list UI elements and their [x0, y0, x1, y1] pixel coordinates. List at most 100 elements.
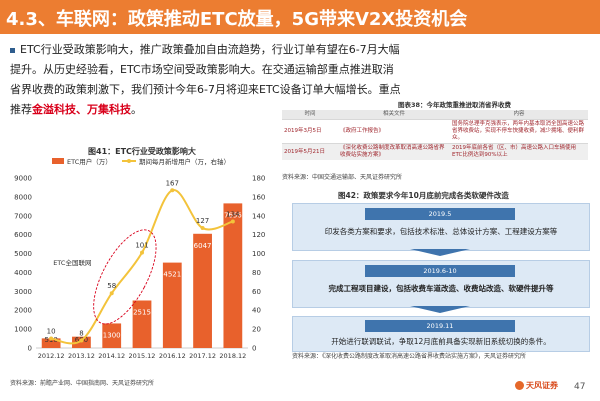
line-point [79, 338, 84, 343]
highlight-ellipse [93, 229, 157, 325]
line-value-label: 134 [226, 210, 240, 218]
y-right-tick-label: 60 [252, 288, 261, 296]
paragraph-end: 。 [131, 103, 142, 116]
logo-text: 天风证券 [526, 381, 558, 390]
y-left-tick-label: 7000 [14, 212, 32, 220]
line-value-label: 8 [79, 329, 83, 337]
x-tick-label: 2016.12 [159, 352, 186, 360]
y-left-tick-label: 1000 [14, 326, 32, 334]
title-bar: 4.3、车联网：政策推动ETC放量，5G带来V2X投资机会 [0, 0, 600, 34]
line-point [170, 188, 175, 193]
flow-step-2: 2019.6-10 完成工程项目建设，包括收费车道改造、收费站改造、软硬件提升等 [292, 260, 590, 308]
table-header-date: 时间 [282, 110, 338, 120]
flow-step-2-text: 完成工程项目建设，包括收费车道改造、收费站改造、软硬件提升等 [328, 284, 554, 293]
table-cell-date: 2019年5月21日 [282, 143, 338, 160]
y-left-tick-label: 5000 [14, 250, 32, 258]
flow-step-3-date: 2019.11 [365, 320, 515, 332]
x-tick-label: 2013.12 [68, 352, 95, 360]
bar-value-label: 1300 [103, 331, 121, 339]
policy-table: 时间 相关文件 内容 2019年3月5日 《政府工作报告》 国务院总理李克强表示… [282, 110, 588, 160]
table-header-doc: 相关文件 [338, 110, 450, 120]
company-logo: 天风证券 [515, 380, 558, 391]
x-tick-label: 2015.12 [129, 352, 156, 360]
legend-bar-label: ETC用户（万） [67, 157, 112, 166]
flow-step-3: 2019.11 开始进行联调联试，争取12月底前具备实现新旧系统切换的条件。 [292, 316, 590, 352]
paragraph-highlight: 金溢科技、万集科技 [32, 103, 131, 116]
table-header-content: 内容 [450, 110, 588, 120]
flow-title: 图42：政策要求今年10月底前完成各类软硬件改造 [338, 191, 509, 200]
line-point [230, 219, 235, 224]
bullet-icon [10, 47, 15, 53]
bar-value-label: 7656 [224, 211, 242, 219]
legend-line-label: 期间每月新增用户（万，右轴） [139, 157, 230, 166]
table-cell-doc: 《深化收费公路制度改革取消高速公路省界收费站实施方案》 [338, 143, 450, 160]
table-cell-content: 2019年底前各省（区、市）高速公路入口车辆使用ETC比例达到90%以上 [450, 143, 588, 160]
table-header-row: 时间 相关文件 内容 [282, 110, 588, 120]
line-value-label: 167 [166, 179, 179, 187]
annotation-label: ETC全国联网 [53, 258, 91, 267]
table-source: 资料来源：中国交通运输部、天风证券研究所 [282, 174, 403, 181]
y-right-tick-label: 0 [252, 345, 256, 353]
chart-title: 图41：ETC行业受政策影响大 [88, 147, 196, 156]
table-title: 图表38：今年政策重推进取消省界收费 [398, 101, 512, 109]
table-cell-doc: 《政府工作报告》 [338, 119, 450, 144]
flow-arrow-icon [410, 306, 470, 313]
table-cell-content: 国务院总理李克强表示，两年内基本取消全国高速公路省界收费站，实现不停车快捷收费，… [450, 119, 588, 144]
bar [102, 323, 122, 348]
paragraph-text: ETC行业受政策影响大，推广政策叠加自由流趋势，行业订单有望在6-7月大幅提升。… [10, 43, 401, 116]
y-right-tick-label: 100 [252, 250, 265, 258]
intro-paragraph: ETC行业受政策影响大，推广政策叠加自由流趋势，行业订单有望在6-7月大幅提升。… [10, 40, 402, 120]
line-point [109, 291, 114, 296]
legend-line-marker [127, 159, 131, 163]
x-tick-label: 2017.12 [189, 352, 216, 360]
bar-value-label: 6047 [194, 242, 212, 250]
y-right-tick-label: 20 [252, 326, 261, 334]
y-left-tick-label: 6000 [14, 231, 32, 239]
legend-bar-swatch [52, 158, 64, 164]
line-point [200, 226, 205, 231]
line-point [49, 336, 54, 341]
logo-mark-icon [515, 381, 524, 390]
bar-value-label: 2515 [133, 308, 151, 316]
y-right-tick-label: 180 [252, 175, 265, 183]
line-value-label: 127 [196, 217, 209, 225]
y-left-tick-label: 2000 [14, 307, 32, 315]
table-row: 2019年5月21日 《深化收费公路制度改革取消高速公路省界收费站实施方案》 2… [282, 143, 588, 160]
x-tick-label: 2012.12 [38, 352, 65, 360]
y-left-tick-label: 9000 [14, 175, 32, 183]
y-left-tick-label: 3000 [14, 288, 32, 296]
y-right-tick-label: 160 [252, 193, 265, 201]
y-left-tick-label: 4000 [14, 269, 32, 277]
x-tick-label: 2014.12 [98, 352, 125, 360]
chart-source: 资料来源：前瞻产业网、中国指南网、天风证券研究所 [10, 380, 155, 387]
flow-step-1-date: 2019.5 [365, 208, 515, 220]
table-cell-date: 2019年3月5日 [282, 119, 338, 144]
y-right-tick-label: 140 [252, 212, 265, 220]
x-tick-label: 2018.12 [219, 352, 246, 360]
y-right-tick-label: 40 [252, 307, 261, 315]
line-value-label: 10 [47, 328, 56, 336]
page-title: 4.3、车联网：政策推动ETC放量，5G带来V2X投资机会 [6, 9, 468, 30]
page-number: 47 [574, 382, 586, 392]
flow-source: 资料来源：《深化收费公路制度改革取消高速公路省界收费站实施方案》，天风证券研究所 [292, 353, 527, 360]
y-right-tick-label: 80 [252, 269, 261, 277]
bar-value-label: 4521 [163, 271, 181, 279]
bar [193, 233, 212, 348]
bar [132, 300, 152, 348]
etc-chart: 0 1000 2000 3000 4000 5000 6000 7000 8000 9000 0 20… [14, 157, 265, 360]
bar [162, 262, 182, 348]
y-left-tick-label: 0 [28, 345, 32, 353]
bar [41, 338, 61, 348]
y-right-tick-label: 120 [252, 231, 265, 239]
y-left-tick-label: 8000 [14, 193, 32, 201]
line-point [140, 250, 144, 255]
flow-step-1-text: 印发各类方案和要求，包括技术标准、总体设计方案、工程建设方案等 [324, 227, 558, 236]
bar [223, 203, 243, 348]
flow-step-2-date: 2019.6-10 [365, 265, 515, 277]
flow-step-1: 2019.5 印发各类方案和要求，包括技术标准、总体设计方案、工程建设方案等 [292, 203, 590, 251]
flow-step-3-text: 开始进行联调联试，争取12月底前具备实现新旧系统切换的条件。 [331, 337, 551, 346]
line-value-label: 101 [135, 242, 148, 250]
line-value-label: 58 [107, 282, 116, 290]
table-row: 2019年3月5日 《政府工作报告》 国务院总理李克强表示，两年内基本取消全国高… [282, 119, 588, 144]
flow-arrow-icon [410, 249, 470, 256]
